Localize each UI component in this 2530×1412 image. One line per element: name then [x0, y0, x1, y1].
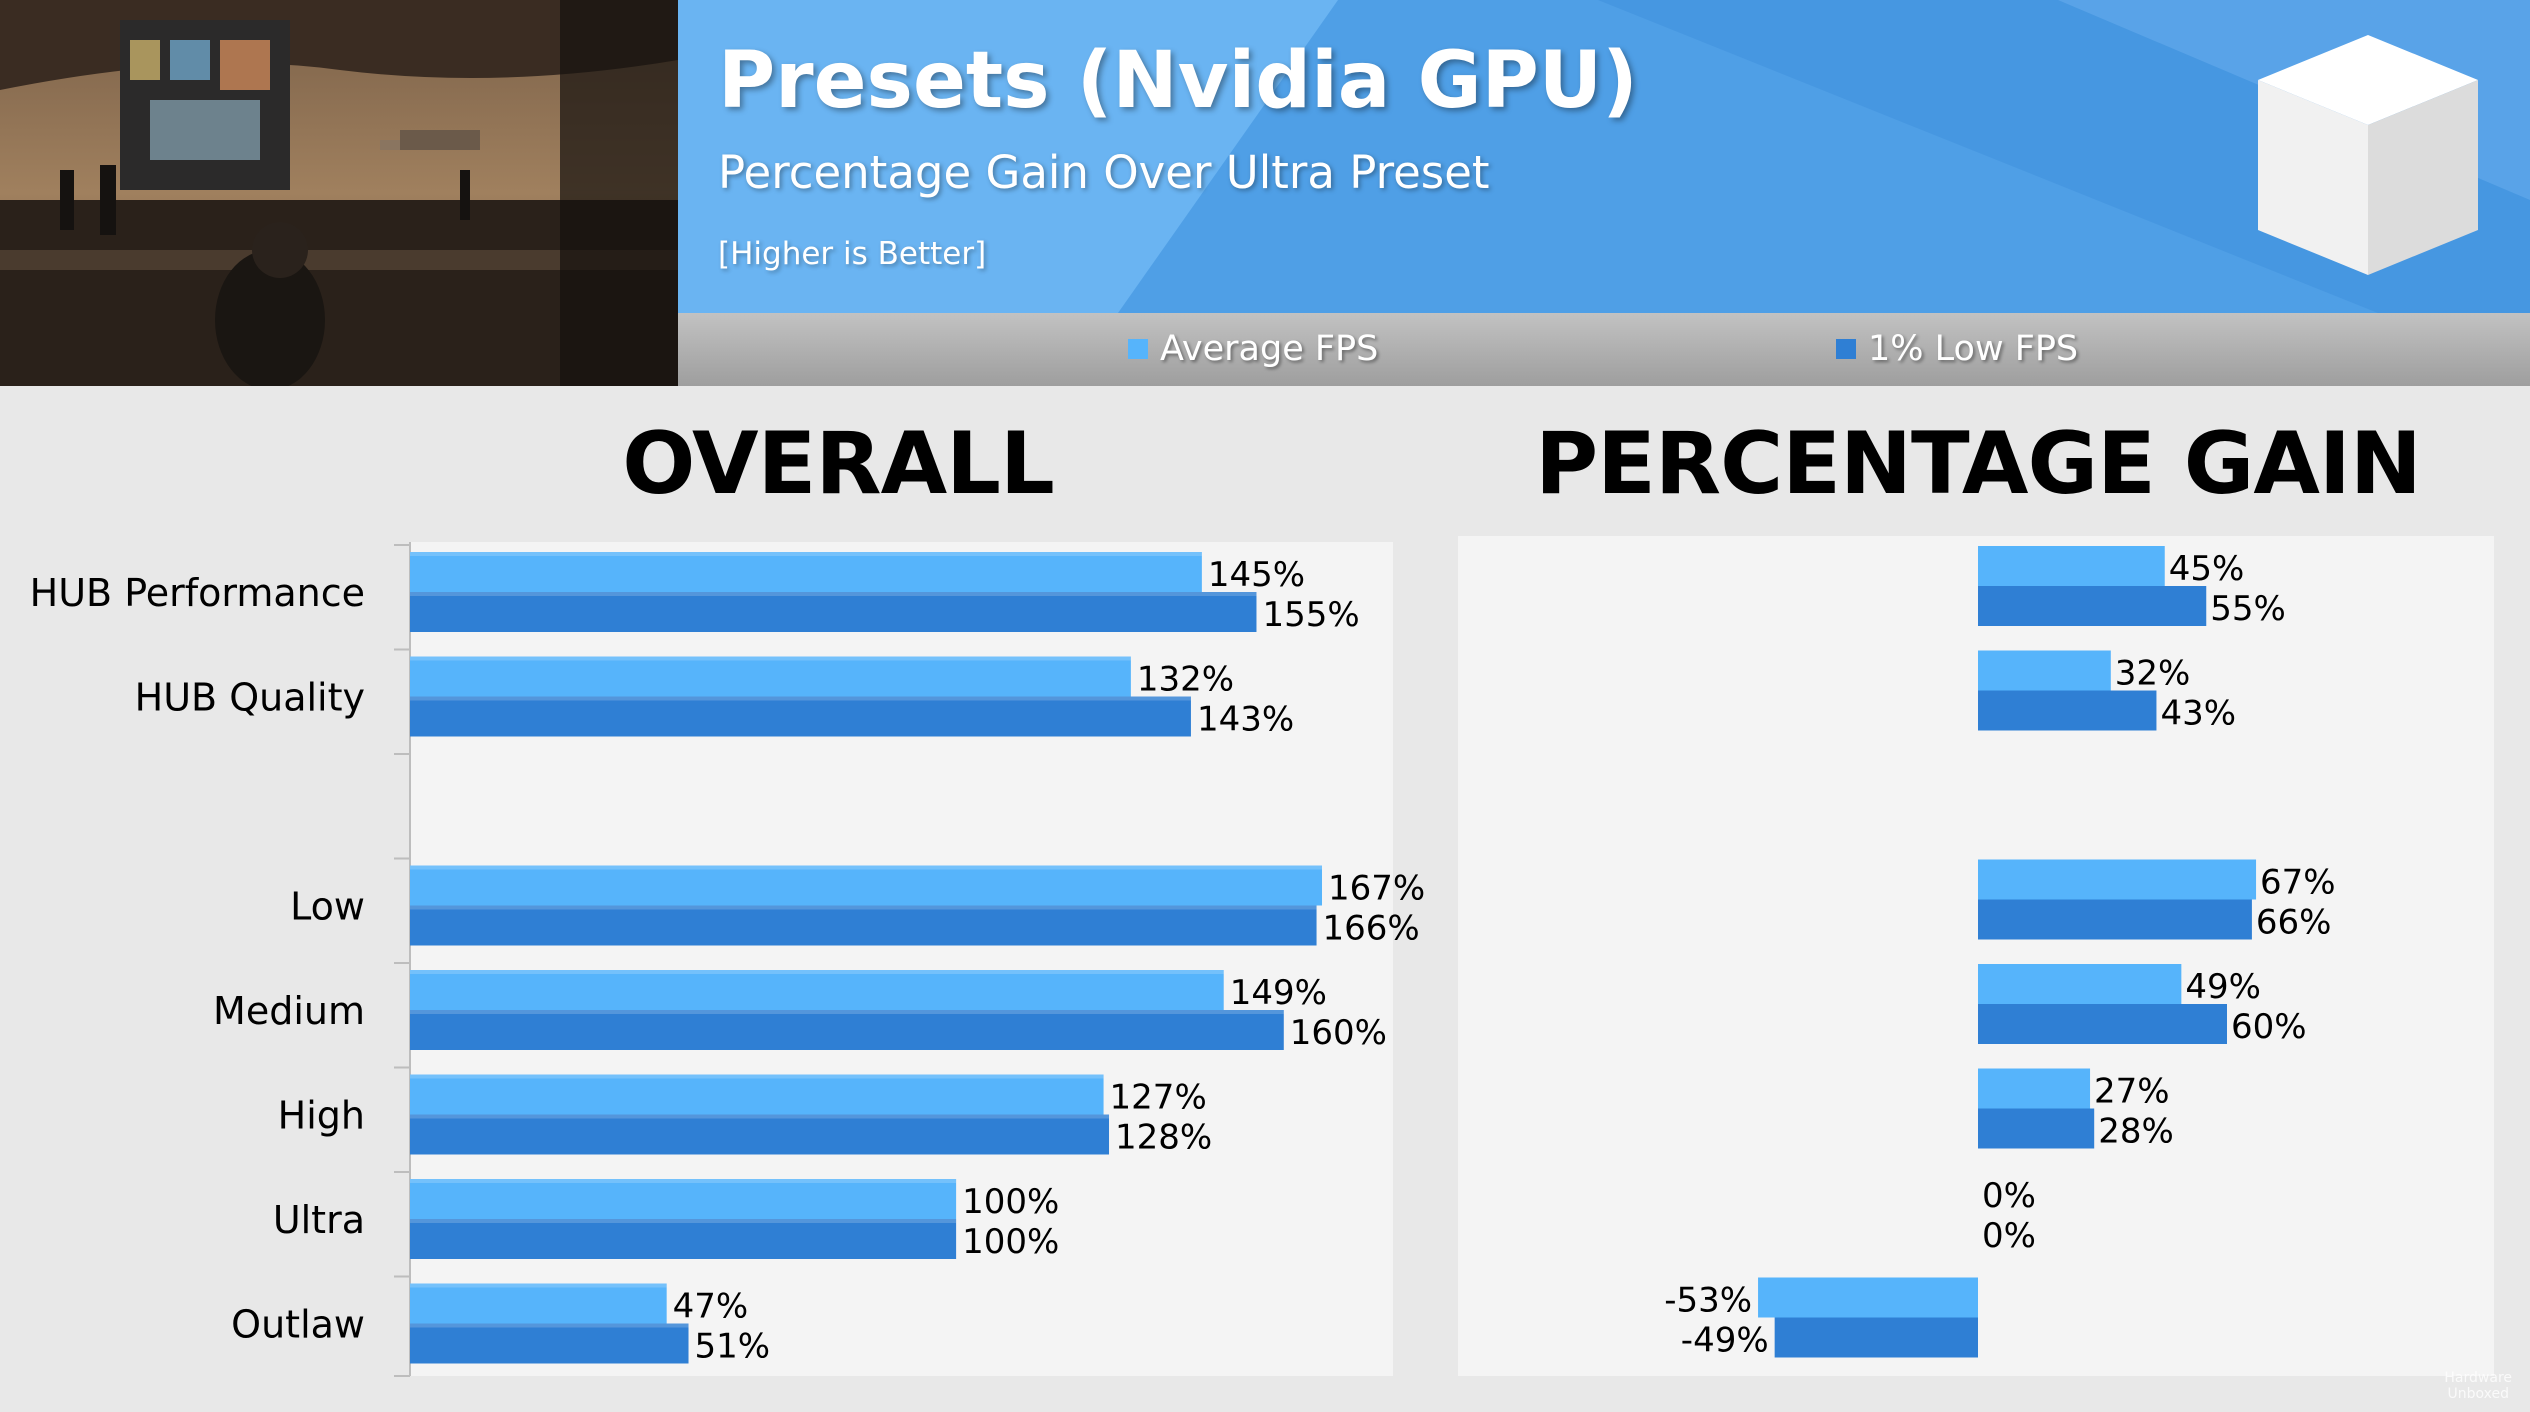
data-label-gain-1-low-fps-outlaw: -49% — [1681, 1321, 1769, 1361]
bar-highlight — [410, 1323, 689, 1328]
bar-overall-1-low-fps-ultra — [410, 1219, 957, 1259]
bar-overall-1-low-fps-high — [410, 1114, 1110, 1155]
data-label-gain-average-fps-high: 27% — [2094, 1072, 2170, 1112]
data-label-gain-1-low-fps-high: 28% — [2098, 1112, 2174, 1152]
bar-highlight — [410, 696, 1191, 701]
higher-is-better-note: [Higher is Better] — [718, 236, 987, 272]
data-label-overall-average-fps-low: 167% — [1328, 869, 1425, 909]
header-banner: Presets (Nvidia GPU) Percentage Gain Ove… — [678, 0, 2530, 313]
bar-highlight — [410, 1283, 667, 1288]
data-label-overall-1-low-fps-hub-performance: 155% — [1262, 595, 1359, 635]
page-subtitle: Percentage Gain Over Ultra Preset — [718, 146, 1490, 199]
bar-overall-1-low-fps-hub-quality — [410, 696, 1191, 737]
category-label-outlaw: Outlaw — [231, 1303, 365, 1347]
legend-item-average: Average FPS — [1128, 327, 1378, 371]
bar-highlight — [410, 552, 1202, 556]
data-label-overall-1-low-fps-low: 166% — [1323, 909, 1420, 949]
bar-overall-average-fps-outlaw — [410, 1283, 667, 1324]
bar-gain-average-fps-outlaw — [1758, 1277, 1978, 1318]
data-label-gain-1-low-fps-hub-performance: 55% — [2210, 589, 2286, 629]
data-label-gain-average-fps-outlaw: -53% — [1664, 1281, 1752, 1321]
bar-overall-average-fps-medium — [410, 970, 1224, 1010]
bar-highlight — [410, 1114, 1110, 1119]
legend: Average FPS 1% Low FPS — [678, 313, 2530, 386]
bar-gain-1-low-fps-medium — [1978, 1004, 2227, 1044]
bar-overall-1-low-fps-outlaw — [410, 1323, 689, 1364]
data-label-overall-average-fps-hub-quality: 132% — [1137, 660, 1234, 700]
legend-label-average: Average FPS — [1160, 329, 1379, 369]
chart-title-overall: OVERALL — [622, 414, 1054, 514]
bar-gain-1-low-fps-high — [1978, 1108, 2095, 1149]
gain-plot-area — [1458, 536, 2494, 1376]
legend-swatch-average — [1128, 339, 1148, 359]
bar-highlight — [410, 1179, 957, 1183]
data-label-overall-1-low-fps-outlaw: 51% — [695, 1327, 771, 1367]
page-title: Presets (Nvidia GPU) — [718, 36, 1638, 126]
data-label-overall-1-low-fps-ultra: 100% — [962, 1222, 1059, 1262]
data-label-gain-1-low-fps-ultra: 0% — [1982, 1216, 2036, 1256]
bar-gain-1-low-fps-outlaw — [1774, 1317, 1978, 1358]
category-label-hub-performance: HUB Performance — [30, 571, 365, 615]
data-label-gain-1-low-fps-low: 66% — [2256, 903, 2332, 943]
watermark: Hardware Unboxed — [2444, 1370, 2512, 1402]
bar-highlight — [410, 865, 1323, 870]
bar-gain-average-fps-high — [1978, 1068, 2091, 1109]
bar-overall-1-low-fps-medium — [410, 1010, 1284, 1050]
data-label-gain-average-fps-medium: 49% — [2185, 967, 2261, 1007]
bar-overall-1-low-fps-low — [410, 905, 1317, 946]
bar-gain-1-low-fps-low — [1978, 899, 2252, 940]
game-screenshot-thumbnail — [0, 0, 678, 386]
category-label-medium: Medium — [213, 989, 365, 1033]
data-label-overall-1-low-fps-hub-quality: 143% — [1197, 700, 1294, 740]
banner-background — [678, 0, 2530, 313]
data-label-overall-average-fps-outlaw: 47% — [673, 1287, 749, 1327]
legend-item-1-low: 1% Low FPS — [1836, 327, 2078, 371]
bar-gain-average-fps-low — [1978, 859, 2257, 900]
watermark-line-1: Hardware — [2444, 1370, 2512, 1386]
category-label-high: High — [278, 1094, 365, 1138]
legend-label-1-low: 1% Low FPS — [1868, 329, 2079, 369]
data-label-gain-1-low-fps-medium: 60% — [2231, 1007, 2307, 1047]
data-label-overall-average-fps-medium: 149% — [1230, 973, 1327, 1013]
data-label-overall-1-low-fps-medium: 160% — [1290, 1013, 1387, 1053]
bar-gain-1-low-fps-hub-performance — [1978, 586, 2207, 626]
game-scene-illustration — [0, 0, 678, 386]
bar-gain-average-fps-hub-quality — [1978, 650, 2111, 691]
category-label-hub-quality: HUB Quality — [135, 676, 365, 720]
data-label-overall-average-fps-high: 127% — [1110, 1078, 1207, 1118]
bar-overall-average-fps-ultra — [410, 1179, 957, 1219]
data-label-gain-average-fps-low: 67% — [2260, 863, 2336, 903]
bar-highlight — [410, 970, 1224, 974]
chart-title-percentage-gain: PERCENTAGE GAIN — [1535, 414, 2422, 514]
bar-overall-average-fps-low — [410, 865, 1323, 906]
data-label-overall-average-fps-hub-performance: 145% — [1208, 555, 1305, 595]
bar-highlight — [410, 1219, 957, 1223]
data-label-overall-average-fps-ultra: 100% — [962, 1182, 1059, 1222]
bar-highlight — [410, 1010, 1284, 1014]
data-label-overall-1-low-fps-high: 128% — [1115, 1118, 1212, 1158]
bar-gain-1-low-fps-hub-quality — [1978, 690, 2157, 731]
bar-overall-average-fps-high — [410, 1074, 1104, 1115]
data-label-gain-average-fps-hub-performance: 45% — [2169, 549, 2245, 589]
bar-highlight — [410, 656, 1131, 661]
bar-gain-average-fps-medium — [1978, 964, 2182, 1004]
category-label-low: Low — [290, 885, 365, 929]
legend-swatch-1-low — [1836, 339, 1856, 359]
data-label-gain-average-fps-ultra: 0% — [1982, 1176, 2036, 1216]
bar-overall-1-low-fps-hub-performance — [410, 592, 1257, 632]
watermark-line-2: Unboxed — [2447, 1386, 2509, 1402]
bar-highlight — [410, 1074, 1104, 1079]
category-label-ultra: Ultra — [273, 1198, 365, 1242]
bar-gain-average-fps-hub-performance — [1978, 546, 2165, 586]
bar-overall-average-fps-hub-performance — [410, 552, 1202, 592]
data-label-gain-average-fps-hub-quality: 32% — [2115, 654, 2191, 694]
bar-highlight — [410, 592, 1257, 596]
bar-overall-average-fps-hub-quality — [410, 656, 1131, 697]
data-label-gain-1-low-fps-hub-quality: 43% — [2160, 694, 2236, 734]
bar-highlight — [410, 905, 1317, 910]
